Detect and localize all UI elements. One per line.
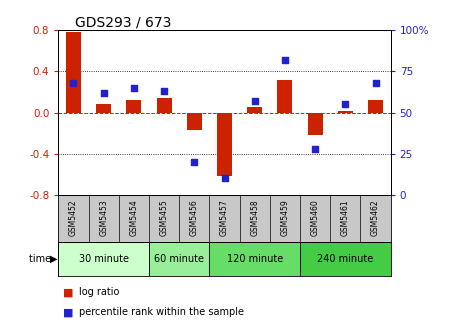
Bar — [338, 111, 353, 113]
Text: 240 minute: 240 minute — [317, 254, 374, 264]
Text: 120 minute: 120 minute — [227, 254, 283, 264]
Text: time: time — [29, 254, 54, 264]
Text: GSM5459: GSM5459 — [281, 199, 290, 236]
Text: GSM5452: GSM5452 — [69, 199, 78, 236]
Bar — [308, 113, 323, 135]
Point — [312, 146, 319, 152]
Text: GSM5456: GSM5456 — [190, 199, 199, 236]
Bar — [187, 113, 202, 130]
Bar — [209, 242, 300, 276]
Text: ■: ■ — [63, 287, 73, 297]
Point — [251, 98, 258, 104]
Bar — [58, 242, 149, 276]
Bar — [126, 100, 141, 113]
Point — [372, 80, 379, 86]
Bar — [149, 242, 209, 276]
Text: GSM5453: GSM5453 — [99, 199, 108, 236]
Text: GSM5455: GSM5455 — [159, 199, 168, 236]
Bar — [96, 104, 111, 113]
Point — [191, 159, 198, 165]
Text: ■: ■ — [63, 307, 73, 318]
Bar — [300, 242, 391, 276]
Bar — [247, 108, 262, 113]
Text: 60 minute: 60 minute — [154, 254, 204, 264]
Text: GDS293 / 673: GDS293 / 673 — [75, 15, 172, 29]
Text: GSM5462: GSM5462 — [371, 199, 380, 236]
Point — [282, 57, 289, 62]
Text: percentile rank within the sample: percentile rank within the sample — [79, 307, 243, 318]
Point — [160, 88, 167, 94]
Text: GSM5458: GSM5458 — [250, 199, 259, 236]
Point — [130, 85, 137, 91]
Point — [70, 80, 77, 86]
Point — [100, 90, 107, 95]
Point — [342, 101, 349, 107]
Bar — [368, 100, 383, 113]
Text: GSM5461: GSM5461 — [341, 199, 350, 236]
Text: 30 minute: 30 minute — [79, 254, 129, 264]
Text: GSM5457: GSM5457 — [220, 199, 229, 236]
Bar — [277, 80, 292, 113]
Text: ▶: ▶ — [50, 254, 57, 264]
Text: GSM5454: GSM5454 — [129, 199, 138, 236]
Point — [221, 176, 228, 181]
Text: GSM5460: GSM5460 — [311, 199, 320, 236]
Bar — [157, 98, 172, 113]
Bar — [217, 113, 232, 176]
Bar — [66, 32, 81, 113]
Text: log ratio: log ratio — [79, 287, 119, 297]
